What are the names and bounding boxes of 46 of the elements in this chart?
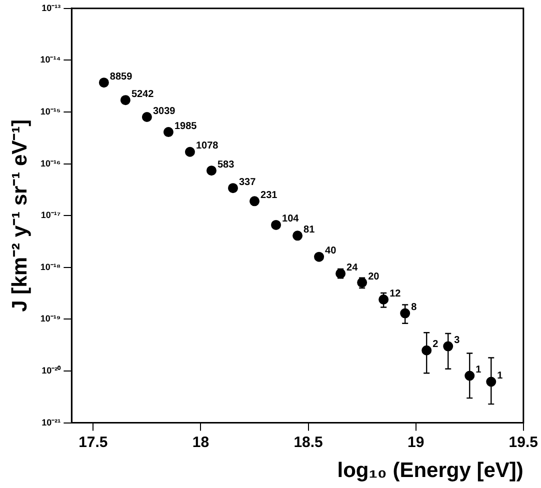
y-axis-title: J [km⁻² y⁻¹ sr⁻¹ eV⁻¹] xyxy=(8,119,32,312)
point xyxy=(292,230,303,241)
y-tick-label: 10⁻¹⁶ xyxy=(40,158,61,168)
x-tick-label: 18 xyxy=(192,434,210,451)
annotation: 81 xyxy=(304,224,316,236)
point xyxy=(98,78,109,88)
point xyxy=(206,166,216,176)
point xyxy=(228,183,238,194)
y-tick-label: 10⁻²¹ xyxy=(42,417,61,428)
annotation: 1078 xyxy=(196,140,219,152)
x-tick-label: 19.5 xyxy=(508,434,538,451)
annotation: 3 xyxy=(454,335,460,346)
annotation: 1985 xyxy=(174,120,198,132)
y-tick-label: 10⁻¹⁷ xyxy=(40,210,61,220)
point xyxy=(250,196,260,206)
annotation: 1 xyxy=(476,364,482,376)
x-axis-title: log₁₀ (Energy [eV]) xyxy=(337,459,524,482)
annotation: 8859 xyxy=(110,71,133,82)
x-tick-label: 17.5 xyxy=(78,434,108,451)
annotation: 20 xyxy=(368,271,380,282)
y-tick-label: 10⁻¹³ xyxy=(42,2,61,13)
annotation: 3039 xyxy=(152,106,176,117)
annotation: 104 xyxy=(282,214,300,225)
point xyxy=(120,95,130,106)
annotation: 337 xyxy=(238,176,256,188)
annotation: 40 xyxy=(325,246,337,257)
annotation: 583 xyxy=(217,159,235,170)
y-tick-label: 10⁻¹⁴ xyxy=(40,54,61,65)
point xyxy=(163,127,174,138)
y-tick-label: 10⁻¹⁹ xyxy=(40,314,61,324)
annotation: 1 xyxy=(497,370,504,382)
annotation: 8 xyxy=(411,302,418,314)
annotation: 12 xyxy=(390,288,402,300)
point xyxy=(142,112,152,122)
annotation: 231 xyxy=(260,190,278,201)
y-tick-label: 10⁻¹⁸ xyxy=(40,262,61,272)
point xyxy=(271,220,282,230)
annotation: 24 xyxy=(346,262,358,274)
x-tick-label: 18.5 xyxy=(294,434,323,451)
y-tick-label: 10⁻²⁰ xyxy=(42,365,62,376)
y-tick-label: 10⁻¹⁵ xyxy=(40,106,61,116)
x-tick-label: 19 xyxy=(408,434,424,451)
point xyxy=(314,252,324,262)
annotation: 5242 xyxy=(131,88,154,100)
point xyxy=(184,146,195,157)
annotation: 2 xyxy=(432,339,439,350)
